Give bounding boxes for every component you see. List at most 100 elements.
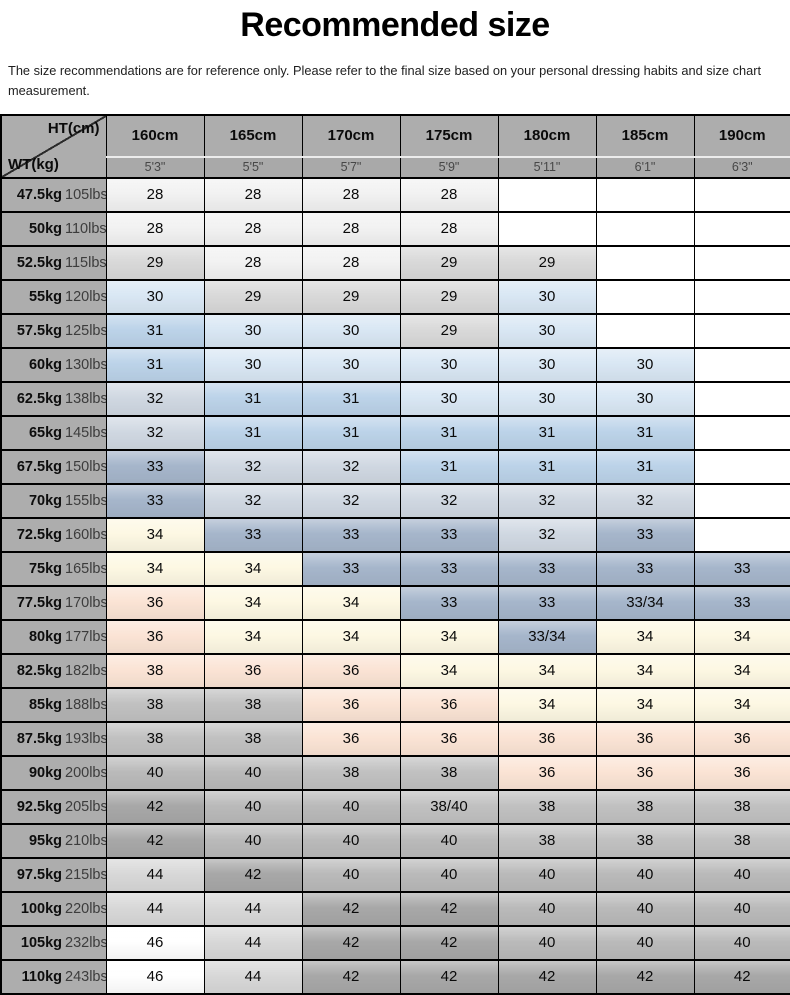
size-cell-empty — [693, 278, 790, 315]
weight-label: 57.5kg 125lbs — [0, 312, 107, 349]
size-cell: 38 — [693, 822, 790, 859]
size-cell: 28 — [399, 176, 499, 213]
size-cell: 42 — [301, 958, 401, 995]
size-cell: 30 — [203, 346, 303, 383]
size-cell: 30 — [595, 380, 695, 417]
weight-label: 87.5kg 193lbs — [0, 720, 107, 757]
size-cell: 38 — [301, 754, 401, 791]
size-cell: 29 — [399, 312, 499, 349]
weight-row: 52.5kg 115lbs 29 28 28 29 29 — [0, 244, 790, 281]
size-cell-empty — [595, 278, 695, 315]
size-cell: 42 — [399, 890, 499, 927]
weight-lbs: 145lbs — [65, 424, 106, 441]
size-cell: 28 — [301, 244, 401, 281]
size-cell: 28 — [105, 210, 205, 247]
size-cell: 28 — [203, 244, 303, 281]
weight-label: 105kg 232lbs — [0, 924, 107, 961]
size-cell: 29 — [399, 244, 499, 281]
size-cell-empty — [693, 210, 790, 247]
size-cell: 42 — [595, 958, 695, 995]
size-cell: 30 — [399, 346, 499, 383]
size-cell: 32 — [497, 482, 597, 519]
weight-row: 62.5kg 138lbs 32 31 31 30 30 30 — [0, 380, 790, 417]
weight-kg: 50kg — [28, 220, 62, 237]
weight-row: 110kg 243lbs 46 44 42 42 42 42 42 — [0, 958, 790, 995]
size-cell: 33 — [301, 516, 401, 553]
size-cell: 38 — [105, 652, 205, 689]
weight-lbs: 120lbs — [65, 288, 106, 305]
size-cell: 29 — [105, 244, 205, 281]
size-cell: 30 — [497, 312, 597, 349]
size-cell-empty — [595, 312, 695, 349]
weight-kg: 95kg — [28, 832, 62, 849]
weight-lbs: 215lbs — [65, 866, 106, 883]
size-cell: 30 — [105, 278, 205, 315]
size-cell-empty — [595, 210, 695, 247]
weight-label: 85kg 188lbs — [0, 686, 107, 723]
size-cell: 44 — [105, 890, 205, 927]
weight-row: 47.5kg 105lbs 28 28 28 28 — [0, 176, 790, 213]
size-cell: 42 — [399, 924, 499, 961]
height-header-cm: 190cm — [693, 113, 790, 158]
weight-label: 60kg 130lbs — [0, 346, 107, 383]
size-cell: 31 — [595, 448, 695, 485]
weight-kg: 110kg — [21, 968, 62, 985]
size-cell: 32 — [399, 482, 499, 519]
size-cell: 38 — [497, 788, 597, 825]
weight-kg: 87.5kg — [16, 730, 62, 747]
height-header-cm: 180cm — [497, 113, 597, 158]
size-cell: 33 — [301, 550, 401, 587]
weight-lbs: 243lbs — [65, 968, 106, 985]
height-header-ft: 6'3" — [693, 155, 790, 179]
size-cell: 34 — [595, 652, 695, 689]
size-cell: 40 — [693, 890, 790, 927]
weight-label: 110kg 243lbs — [0, 958, 107, 995]
size-cell: 33/34 — [497, 618, 597, 655]
weight-row: 92.5kg 205lbs 42 40 40 38/40 38 38 38 — [0, 788, 790, 825]
size-cell: 29 — [203, 278, 303, 315]
height-header-ft: 6'1" — [595, 155, 695, 179]
size-cell: 31 — [399, 414, 499, 451]
header-row-ft: 5'3" 5'5" 5'7" 5'9" 5'11" 6'1" 6'3" — [1, 155, 790, 179]
weight-row: 100kg 220lbs 44 44 42 42 40 40 40 — [0, 890, 790, 927]
size-cell: 40 — [595, 924, 695, 961]
weight-label: 92.5kg 205lbs — [0, 788, 107, 825]
weight-kg: 47.5kg — [16, 186, 62, 203]
weight-lbs: 105lbs — [65, 186, 106, 203]
weight-row: 57.5kg 125lbs 31 30 30 29 30 — [0, 312, 790, 349]
size-cell: 42 — [203, 856, 303, 893]
size-cell-empty — [497, 210, 597, 247]
weight-lbs: 165lbs — [65, 560, 106, 577]
weight-lbs: 205lbs — [65, 798, 106, 815]
size-cell: 32 — [105, 414, 205, 451]
weight-row: 105kg 232lbs 46 44 42 42 40 40 40 — [0, 924, 790, 961]
weight-kg: 57.5kg — [16, 322, 62, 339]
size-cell: 36 — [497, 720, 597, 757]
size-cell: 38 — [203, 686, 303, 723]
corner-wt-label: WT(kg) — [8, 155, 59, 173]
weight-label: 65kg 145lbs — [0, 414, 107, 451]
weight-kg: 85kg — [28, 696, 62, 713]
size-cell: 30 — [497, 346, 597, 383]
weight-kg: 70kg — [28, 492, 62, 509]
size-cell: 33 — [105, 482, 205, 519]
size-cell: 36 — [693, 754, 790, 791]
size-cell: 38 — [399, 754, 499, 791]
weight-kg: 92.5kg — [16, 798, 62, 815]
header-row-cm: HT(cm) WT(kg) 160cm 165cm 170cm 175cm 180cm 1… — [0, 113, 790, 179]
size-cell: 34 — [693, 686, 790, 723]
size-cell: 31 — [497, 414, 597, 451]
size-cell-empty — [693, 448, 790, 485]
weight-lbs: 125lbs — [65, 322, 106, 339]
weight-lbs: 220lbs — [65, 900, 106, 917]
size-cell: 44 — [203, 924, 303, 961]
size-cell: 40 — [301, 788, 401, 825]
size-cell: 40 — [203, 754, 303, 791]
size-cell-empty — [693, 244, 790, 281]
size-cell: 31 — [497, 448, 597, 485]
weight-label: 82.5kg 182lbs — [0, 652, 107, 689]
size-cell: 28 — [301, 210, 401, 247]
size-cell: 34 — [301, 584, 401, 621]
weight-kg: 80kg — [28, 628, 62, 645]
size-cell: 33 — [693, 550, 790, 587]
